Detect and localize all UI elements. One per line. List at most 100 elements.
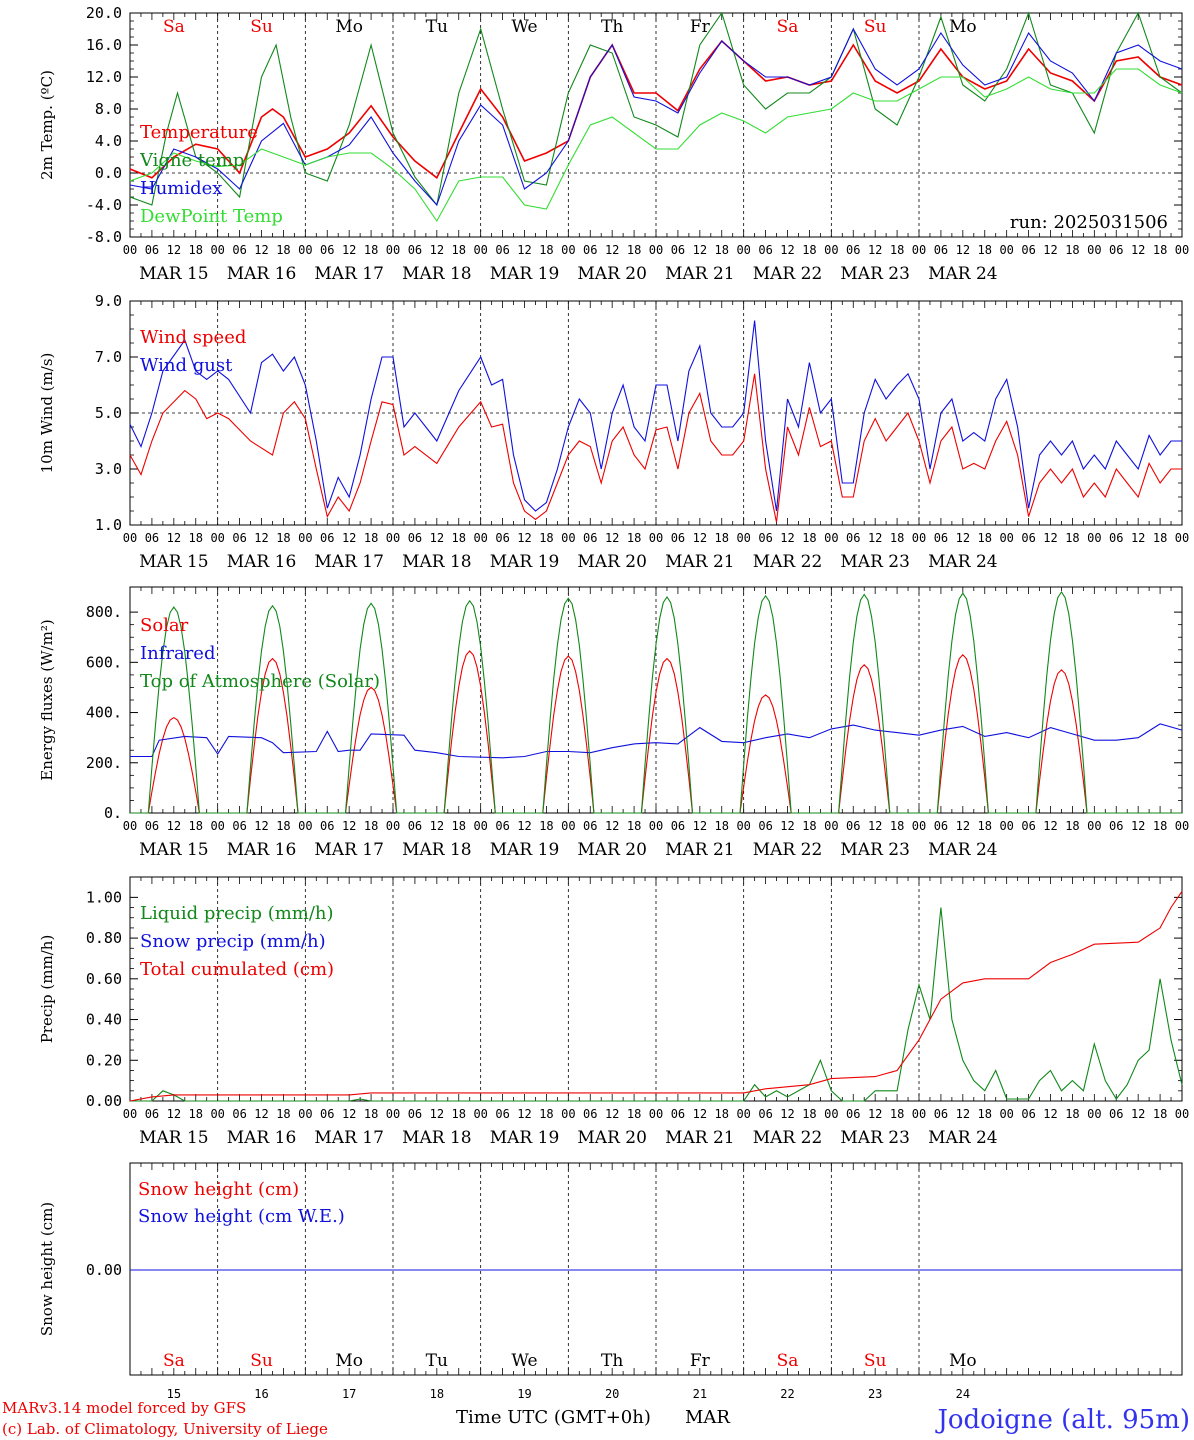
hour-tick-label: 18	[539, 819, 553, 833]
day-number-label: 15	[167, 1387, 181, 1401]
hour-tick-label: 00	[736, 243, 750, 257]
hour-tick-label: 06	[232, 531, 246, 545]
date-label: MAR 19	[490, 264, 560, 284]
series-line	[129, 320, 1182, 512]
hour-tick-label: 12	[956, 243, 970, 257]
hour-tick-label: 06	[320, 1107, 334, 1121]
date-label: MAR 24	[928, 1128, 998, 1148]
hour-tick-label: 06	[934, 531, 948, 545]
hour-tick-label: 06	[934, 819, 948, 833]
hour-tick-label: 12	[780, 1107, 794, 1121]
y-tick-label: 600.	[86, 653, 122, 671]
hour-tick-label: 00	[561, 819, 575, 833]
hour-tick-label: 06	[320, 243, 334, 257]
hour-tick-label: 06	[408, 819, 422, 833]
weekday-label: Fr	[690, 17, 711, 37]
day-number-label: 21	[693, 1387, 707, 1401]
hour-tick-label: 06	[232, 1107, 246, 1121]
y-axis-label: 10m Wind (m/s)	[38, 353, 56, 474]
hour-tick-label: 00	[649, 819, 663, 833]
hour-tick-label: 06	[1021, 819, 1035, 833]
hour-tick-label: 00	[1175, 1107, 1189, 1121]
hour-tick-label: 12	[868, 819, 882, 833]
date-label: MAR 22	[753, 1128, 823, 1148]
series-line	[129, 373, 1182, 523]
hour-tick-label: 06	[1109, 243, 1123, 257]
hour-tick-label: 12	[167, 531, 181, 545]
legend-entry: Snow precip (mm/h)	[140, 931, 326, 952]
date-label: MAR 21	[665, 552, 735, 572]
hour-tick-label: 18	[715, 243, 729, 257]
series-line	[130, 723, 1183, 759]
hour-tick-label: 00	[123, 243, 137, 257]
hour-tick-label: 00	[736, 819, 750, 833]
date-label: MAR 21	[665, 840, 735, 860]
hour-tick-label: 18	[364, 819, 378, 833]
hour-tick-label: 18	[802, 819, 816, 833]
hour-tick-label: 00	[999, 1107, 1013, 1121]
hour-tick-label: 00	[386, 243, 400, 257]
date-label: MAR 19	[490, 1128, 560, 1148]
hour-tick-label: 12	[868, 531, 882, 545]
hour-tick-label: 00	[386, 531, 400, 545]
weekday-label: Fr	[690, 1351, 711, 1371]
date-label: MAR 17	[314, 840, 384, 860]
legend-entry: Total cumulated (cm)	[140, 959, 334, 980]
weekday-label: Su	[250, 1351, 273, 1371]
panel-2: 1.0 3.0 5.0 7.0 9.0 10m Wind (m/s) Wind speed W…	[38, 292, 1189, 572]
hour-tick-label: 06	[145, 243, 159, 257]
hour-tick-label: 06	[1021, 531, 1035, 545]
hour-tick-label: 06	[1109, 819, 1123, 833]
y-tick-label: 200.	[86, 754, 122, 772]
day-number-label: 16	[254, 1387, 268, 1401]
hour-tick-label: 18	[1065, 1107, 1079, 1121]
y-tick-label: 4.0	[95, 132, 122, 150]
hour-tick-label: 06	[1021, 1107, 1035, 1121]
series-line	[129, 39, 1183, 180]
hour-tick-label: 06	[408, 531, 422, 545]
hour-tick-label: 18	[715, 531, 729, 545]
hour-tick-label: 06	[232, 243, 246, 257]
date-label: MAR 15	[139, 1128, 209, 1148]
date-label: MAR 18	[402, 552, 472, 572]
weekday-label: Mo	[335, 1351, 363, 1371]
weekday-label: Mo	[949, 17, 977, 37]
y-tick-label: 1.00	[86, 888, 122, 906]
hour-tick-label: 12	[605, 819, 619, 833]
hour-tick-label: 12	[430, 531, 444, 545]
hour-tick-label: 06	[145, 819, 159, 833]
hour-tick-label: 00	[473, 243, 487, 257]
hour-tick-label: 18	[715, 1107, 729, 1121]
y-tick-label: 8.0	[95, 100, 122, 118]
panel-3: 0. 200. 400. 600. 800. Energy fluxes (W/m²) So…	[38, 586, 1189, 860]
date-label: MAR 20	[577, 264, 647, 284]
hour-tick-label: 06	[1021, 243, 1035, 257]
hour-tick-label: 00	[824, 819, 838, 833]
location-title: Jodoigne (alt. 95m)	[934, 1405, 1190, 1435]
hour-tick-label: 12	[167, 243, 181, 257]
footer-lab-credit: (c) Lab. of Climatology, University of L…	[2, 1420, 328, 1438]
hour-tick-label: 18	[890, 819, 904, 833]
date-label: MAR 16	[227, 552, 297, 572]
hour-tick-label: 06	[671, 243, 685, 257]
y-tick-label: 0.00	[86, 1261, 122, 1279]
day-number-label: 20	[605, 1387, 619, 1401]
hour-tick-label: 18	[978, 531, 992, 545]
hour-tick-label: 18	[452, 819, 466, 833]
weekday-label: Mo	[335, 17, 363, 37]
y-tick-label: 0.0	[95, 164, 122, 182]
legend-entry: Temperature	[140, 122, 258, 143]
y-tick-label: 9.0	[95, 292, 122, 310]
weekday-label: Su	[864, 17, 887, 37]
legend-entry: Wind gust	[140, 355, 233, 376]
hour-tick-label: 00	[1087, 819, 1101, 833]
y-tick-label: 0.20	[86, 1051, 122, 1069]
y-tick-label: 12.0	[86, 68, 122, 86]
hour-tick-label: 00	[824, 243, 838, 257]
weekday-label: Th	[601, 17, 623, 37]
weekday-label: Su	[864, 1351, 887, 1371]
x-axis-month: MAR	[685, 1407, 730, 1428]
hour-tick-label: 06	[758, 1107, 772, 1121]
weekday-label: Tu	[426, 17, 448, 37]
y-tick-label: 0.00	[86, 1092, 122, 1110]
